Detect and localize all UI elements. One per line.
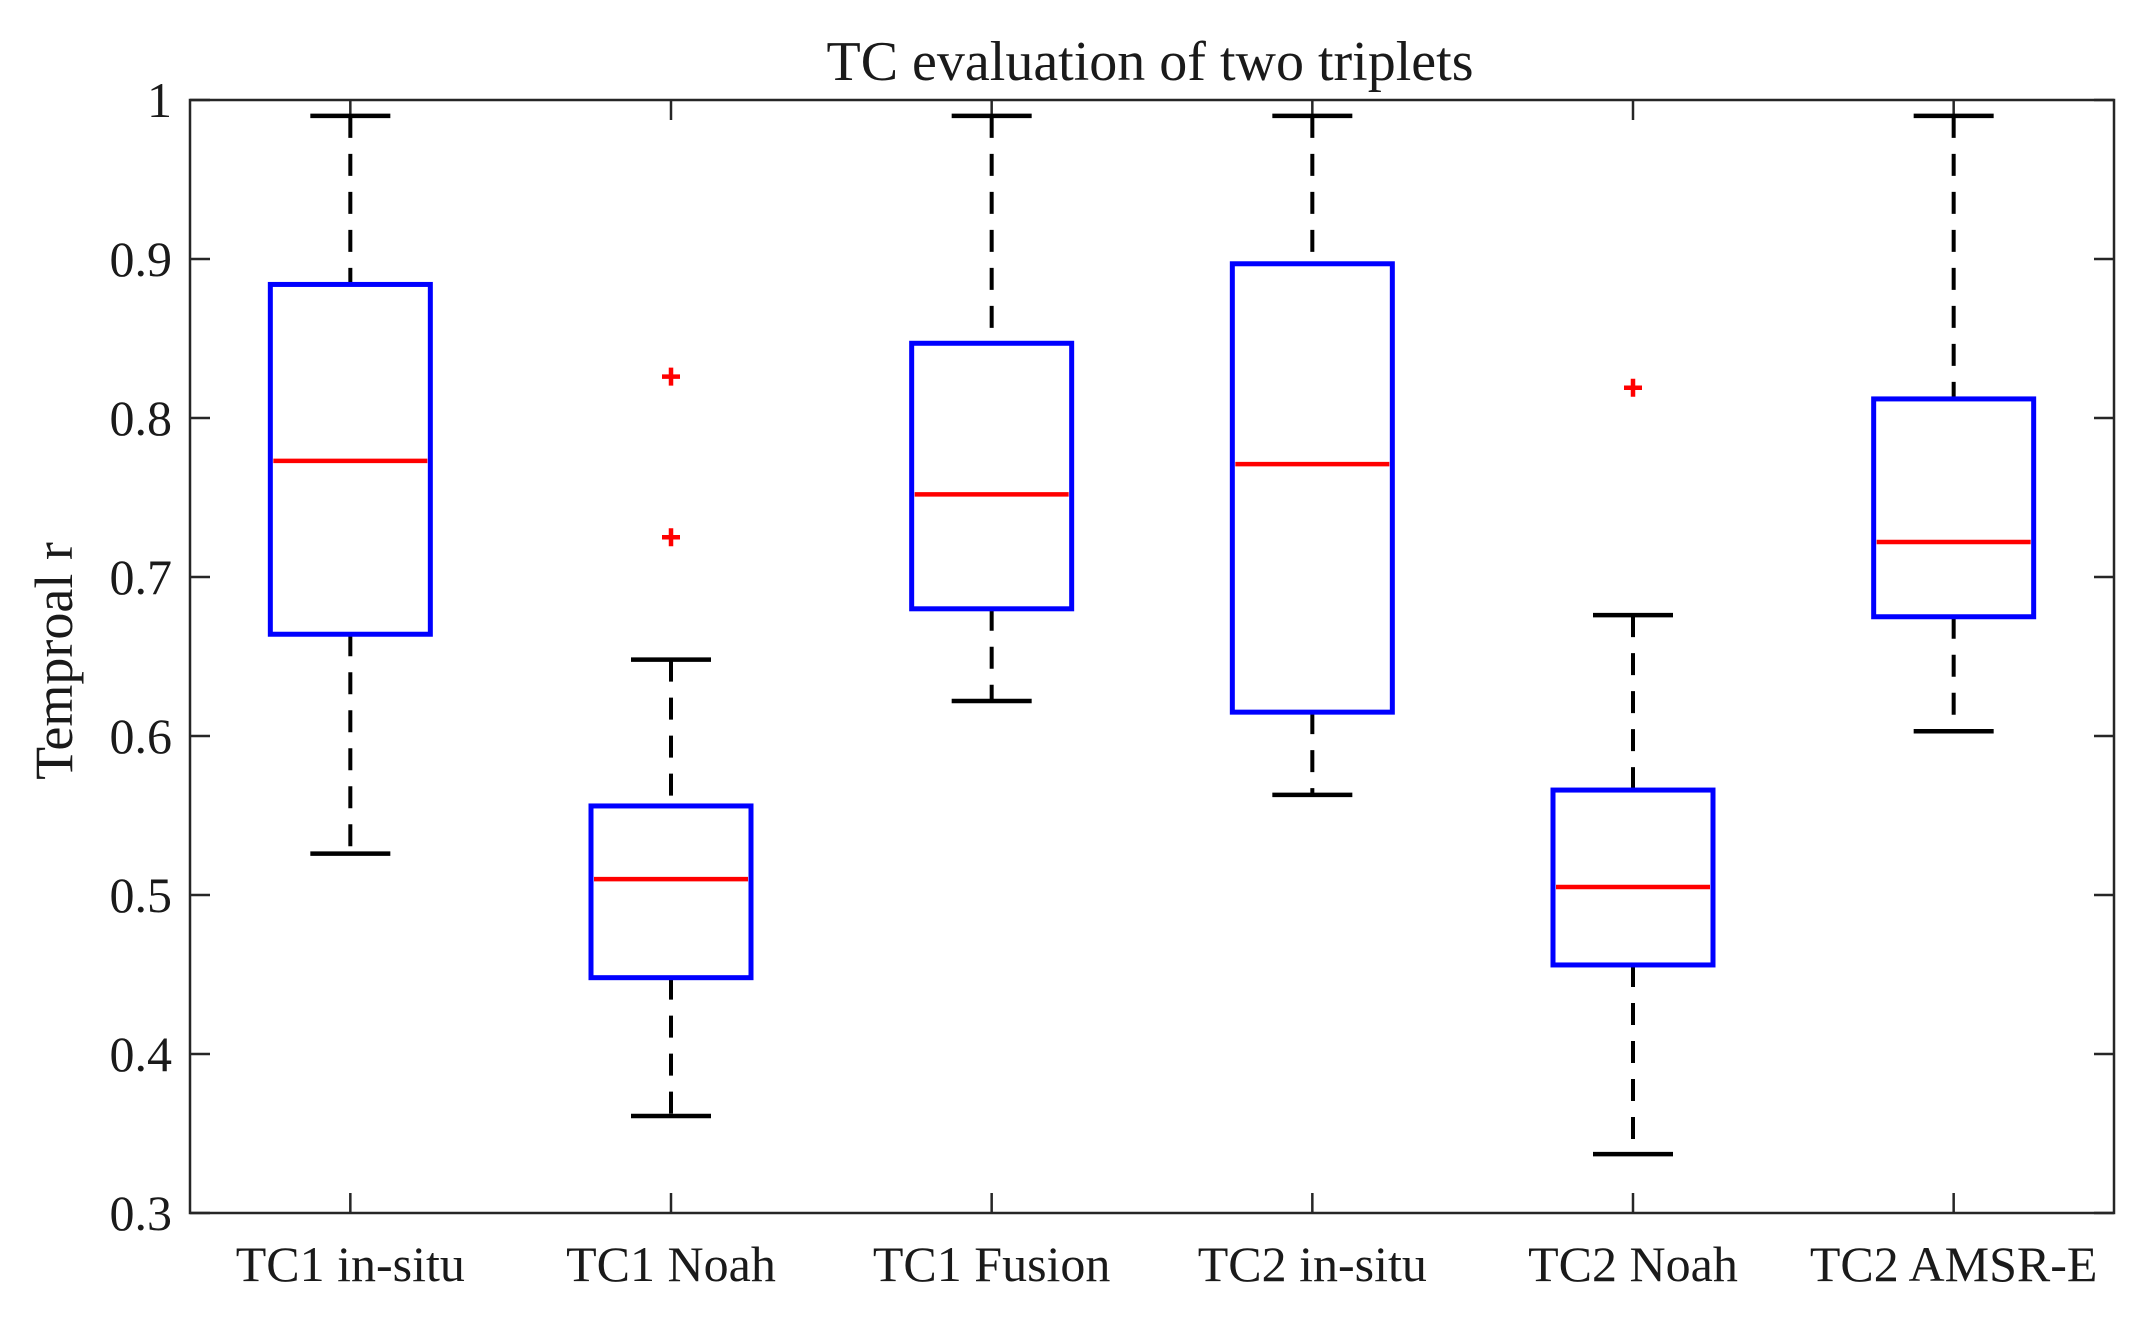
iqr-box [1871, 396, 2037, 620]
box-group-tc2-amsr-e [1871, 113, 2037, 734]
iqr-box [1229, 261, 1395, 715]
iqr-box [909, 340, 1075, 612]
x-tick-label: TC1 in-situ [236, 1236, 465, 1292]
x-tick-label: TC2 Noah [1528, 1236, 1738, 1292]
box-group-tc1-fusion [909, 113, 1075, 704]
x-tick-label: TC1 Noah [566, 1236, 776, 1292]
box-group-tc1-noah [588, 367, 754, 1119]
plot-marks: 0.3 0.4 0.5 0.6 0.7 0.8 0.9 1 TC1 in-situ TC1 Noa… [110, 72, 2114, 1292]
x-tick-label: TC1 Fusion [873, 1236, 1111, 1292]
box-group-tc2-noah [1550, 378, 1716, 1157]
y-tick-label: 0.9 [110, 231, 173, 287]
outlier-marker [662, 528, 680, 547]
outlier-marker [662, 367, 680, 386]
chart-title: TC evaluation of two triplets [827, 31, 1474, 93]
y-tick-label: 0.5 [110, 867, 173, 923]
x-tick-label: TC2 AMSR-E [1810, 1236, 2098, 1292]
plot-frame [188, 98, 2116, 1215]
outlier-marker [1624, 378, 1642, 397]
x-tick-label: TC2 in-situ [1198, 1236, 1427, 1292]
y-tick-label: 0.3 [110, 1185, 173, 1241]
y-tick-label: 0.7 [110, 549, 173, 605]
y-axis-label: Temproal r [24, 542, 84, 780]
y-tick-label: 1 [147, 72, 172, 128]
y-tick-label: 0.6 [110, 708, 173, 764]
iqr-box [588, 803, 754, 981]
y-tick-label: 0.8 [110, 390, 173, 446]
y-tick-label: 0.4 [110, 1026, 173, 1082]
box-group-tc1-in-situ [267, 113, 433, 856]
box-group-tc2-in-situ [1229, 113, 1395, 798]
iqr-box [1550, 787, 1716, 968]
